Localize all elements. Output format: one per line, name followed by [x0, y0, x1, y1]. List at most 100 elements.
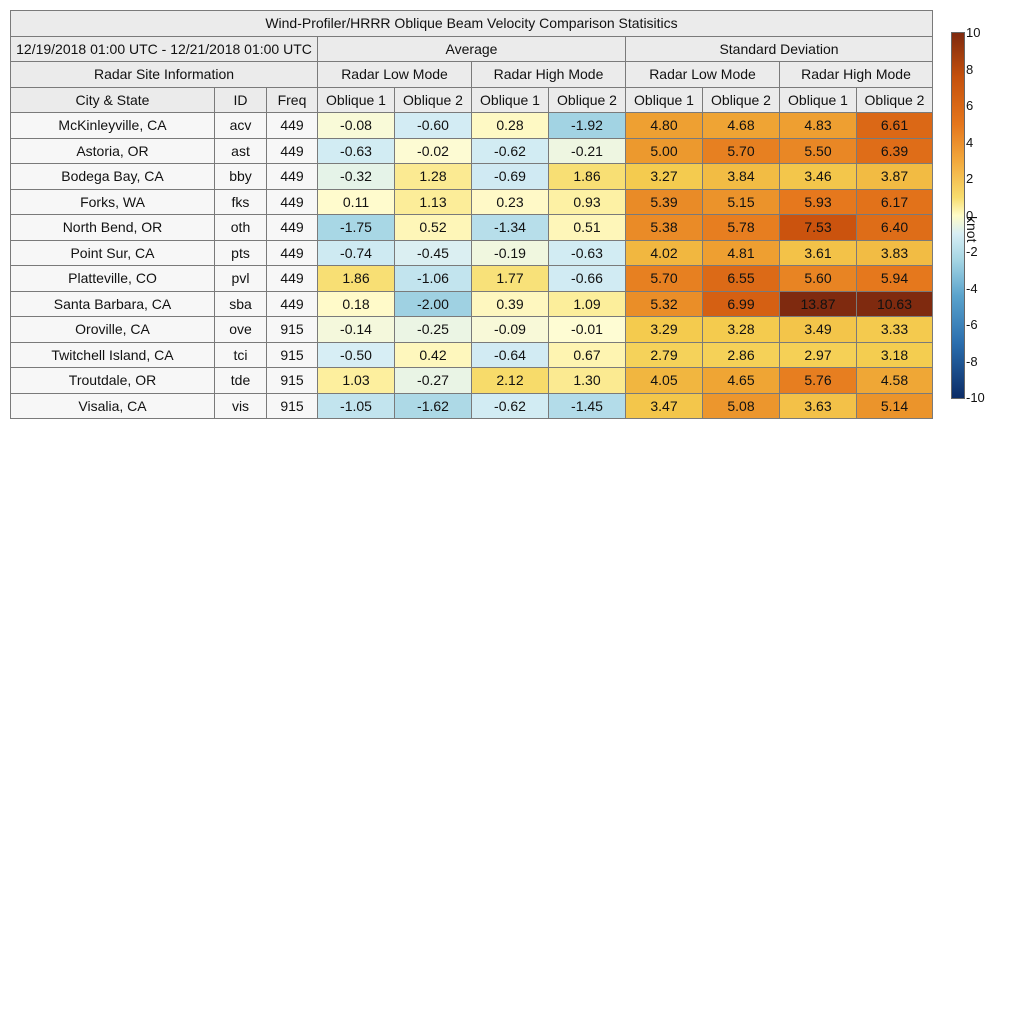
std-value-cell: 13.87 — [779, 290, 857, 317]
average-value-cell: -0.62 — [471, 137, 549, 164]
std-value-cell: 5.14 — [856, 392, 933, 419]
average-group-header: Average — [317, 35, 626, 62]
std-value-cell: 5.70 — [625, 265, 703, 292]
std-value-cell: 5.08 — [702, 392, 780, 419]
table-row: Astoria, OR ast 449 -0.63 -0.02 -0.62 -0.21 5.0… — [10, 137, 933, 164]
std-value-cell: 5.15 — [702, 188, 780, 215]
std-value-cell: 3.29 — [625, 316, 703, 343]
std-value-cell: 3.28 — [702, 316, 780, 343]
average-value-cell: 1.86 — [548, 163, 626, 190]
mode-header: Radar Low Mode — [625, 61, 780, 88]
mode-header: Radar High Mode — [471, 61, 626, 88]
average-value-cell: -0.27 — [394, 367, 472, 394]
site-id-cell: vis — [214, 392, 267, 419]
colorbar-label: knot — [964, 216, 980, 243]
average-value-cell: -0.19 — [471, 239, 549, 266]
std-value-cell: 10.63 — [856, 290, 933, 317]
site-city-cell: Oroville, CA — [10, 316, 215, 343]
table-row: Oroville, CA ove 915 -0.14 -0.25 -0.09 -0.01 3.… — [10, 316, 933, 343]
column-header-beam: Oblique 1 — [471, 86, 549, 113]
std-value-cell: 3.61 — [779, 239, 857, 266]
site-city-cell: Troutdale, OR — [10, 367, 215, 394]
average-value-cell: -0.50 — [317, 341, 395, 368]
std-value-cell: 3.33 — [856, 316, 933, 343]
std-value-cell: 6.40 — [856, 214, 933, 241]
average-value-cell: -0.64 — [471, 341, 549, 368]
std-value-cell: 5.94 — [856, 265, 933, 292]
average-value-cell: 1.77 — [471, 265, 549, 292]
site-city-cell: Point Sur, CA — [10, 239, 215, 266]
site-freq-cell: 449 — [266, 188, 318, 215]
column-header-beam: Oblique 2 — [702, 86, 780, 113]
site-freq-cell: 449 — [266, 239, 318, 266]
std-value-cell: 2.79 — [625, 341, 703, 368]
site-id-cell: pvl — [214, 265, 267, 292]
table-row: Forks, WA fks 449 0.11 1.13 0.23 0.93 5.39 5.15 5… — [10, 188, 933, 215]
stats-table: Wind-Profiler/HRRR Oblique Beam Velocity… — [10, 10, 933, 419]
std-value-cell: 6.55 — [702, 265, 780, 292]
average-value-cell: -0.69 — [471, 163, 549, 190]
colorbar-tick-label: 4 — [966, 134, 974, 150]
average-value-cell: -1.75 — [317, 214, 395, 241]
std-value-cell: 7.53 — [779, 214, 857, 241]
std-value-cell: 3.84 — [702, 163, 780, 190]
std-value-cell: 5.60 — [779, 265, 857, 292]
average-value-cell: 1.86 — [317, 265, 395, 292]
mode-header: Radar Low Mode — [317, 61, 472, 88]
table-row: Platteville, CO pvl 449 1.86 -1.06 1.77 -0.66 5… — [10, 265, 933, 292]
site-city-cell: McKinleyville, CA — [10, 112, 215, 139]
colorbar-tick-label: -2 — [966, 244, 978, 259]
table-row: Troutdale, OR tde 915 1.03 -0.27 2.12 1.30 4.05… — [10, 367, 933, 394]
average-value-cell: 1.03 — [317, 367, 395, 394]
site-city-cell: Bodega Bay, CA — [10, 163, 215, 190]
std-value-cell: 4.83 — [779, 112, 857, 139]
site-id-cell: fks — [214, 188, 267, 215]
colorbar-tick-label: -8 — [966, 353, 978, 369]
average-value-cell: 1.28 — [394, 163, 472, 190]
average-value-cell: 0.42 — [394, 341, 472, 368]
site-id-cell: acv — [214, 112, 267, 139]
column-header-city: City & State — [10, 86, 215, 113]
average-value-cell: -0.02 — [394, 137, 472, 164]
colorbar-tick-label: 2 — [966, 171, 974, 186]
average-value-cell: -0.62 — [471, 392, 549, 419]
average-value-cell: -0.21 — [548, 137, 626, 164]
average-value-cell: 1.30 — [548, 367, 626, 394]
average-value-cell: -1.45 — [548, 392, 626, 419]
site-info-header: Radar Site Information — [10, 61, 318, 88]
table-row: Point Sur, CA pts 449 -0.74 -0.45 -0.19 -0.63 4… — [10, 239, 933, 266]
colorbar-tick-label: -6 — [966, 317, 978, 332]
average-value-cell: 0.93 — [548, 188, 626, 215]
average-value-cell: 0.18 — [317, 290, 395, 317]
std-value-cell: 5.38 — [625, 214, 703, 241]
average-value-cell: 1.13 — [394, 188, 472, 215]
site-freq-cell: 915 — [266, 367, 318, 394]
std-value-cell: 4.02 — [625, 239, 703, 266]
average-value-cell: -0.45 — [394, 239, 472, 266]
column-header-beam: Oblique 2 — [394, 86, 472, 113]
table-row: Visalia, CA vis 915 -1.05 -1.62 -0.62 -1.45 3.4… — [10, 392, 933, 419]
column-header-id: ID — [214, 86, 267, 113]
average-value-cell: -0.25 — [394, 316, 472, 343]
site-freq-cell: 915 — [266, 392, 318, 419]
average-value-cell: -1.92 — [548, 112, 626, 139]
site-id-cell: bby — [214, 163, 267, 190]
average-value-cell: -0.01 — [548, 316, 626, 343]
average-value-cell: -0.08 — [317, 112, 395, 139]
average-value-cell: -1.34 — [471, 214, 549, 241]
std-value-cell: 3.47 — [625, 392, 703, 419]
average-value-cell: 1.09 — [548, 290, 626, 317]
column-header-beam: Oblique 1 — [317, 86, 395, 113]
std-value-cell: 4.81 — [702, 239, 780, 266]
date-range: 12/19/2018 01:00 UTC - 12/21/2018 01:00 … — [10, 35, 318, 62]
average-value-cell: 0.11 — [317, 188, 395, 215]
site-freq-cell: 915 — [266, 341, 318, 368]
colorbar: 10 8 6 4 2 0 -2 -4 -6 -8 -10 knot — [946, 26, 1016, 406]
std-value-cell: 4.58 — [856, 367, 933, 394]
std-group-header: Standard Deviation — [625, 35, 933, 62]
column-header-beam: Oblique 2 — [548, 86, 626, 113]
std-value-cell: 3.27 — [625, 163, 703, 190]
column-header-beam: Oblique 1 — [779, 86, 857, 113]
std-value-cell: 5.70 — [702, 137, 780, 164]
std-value-cell: 6.17 — [856, 188, 933, 215]
